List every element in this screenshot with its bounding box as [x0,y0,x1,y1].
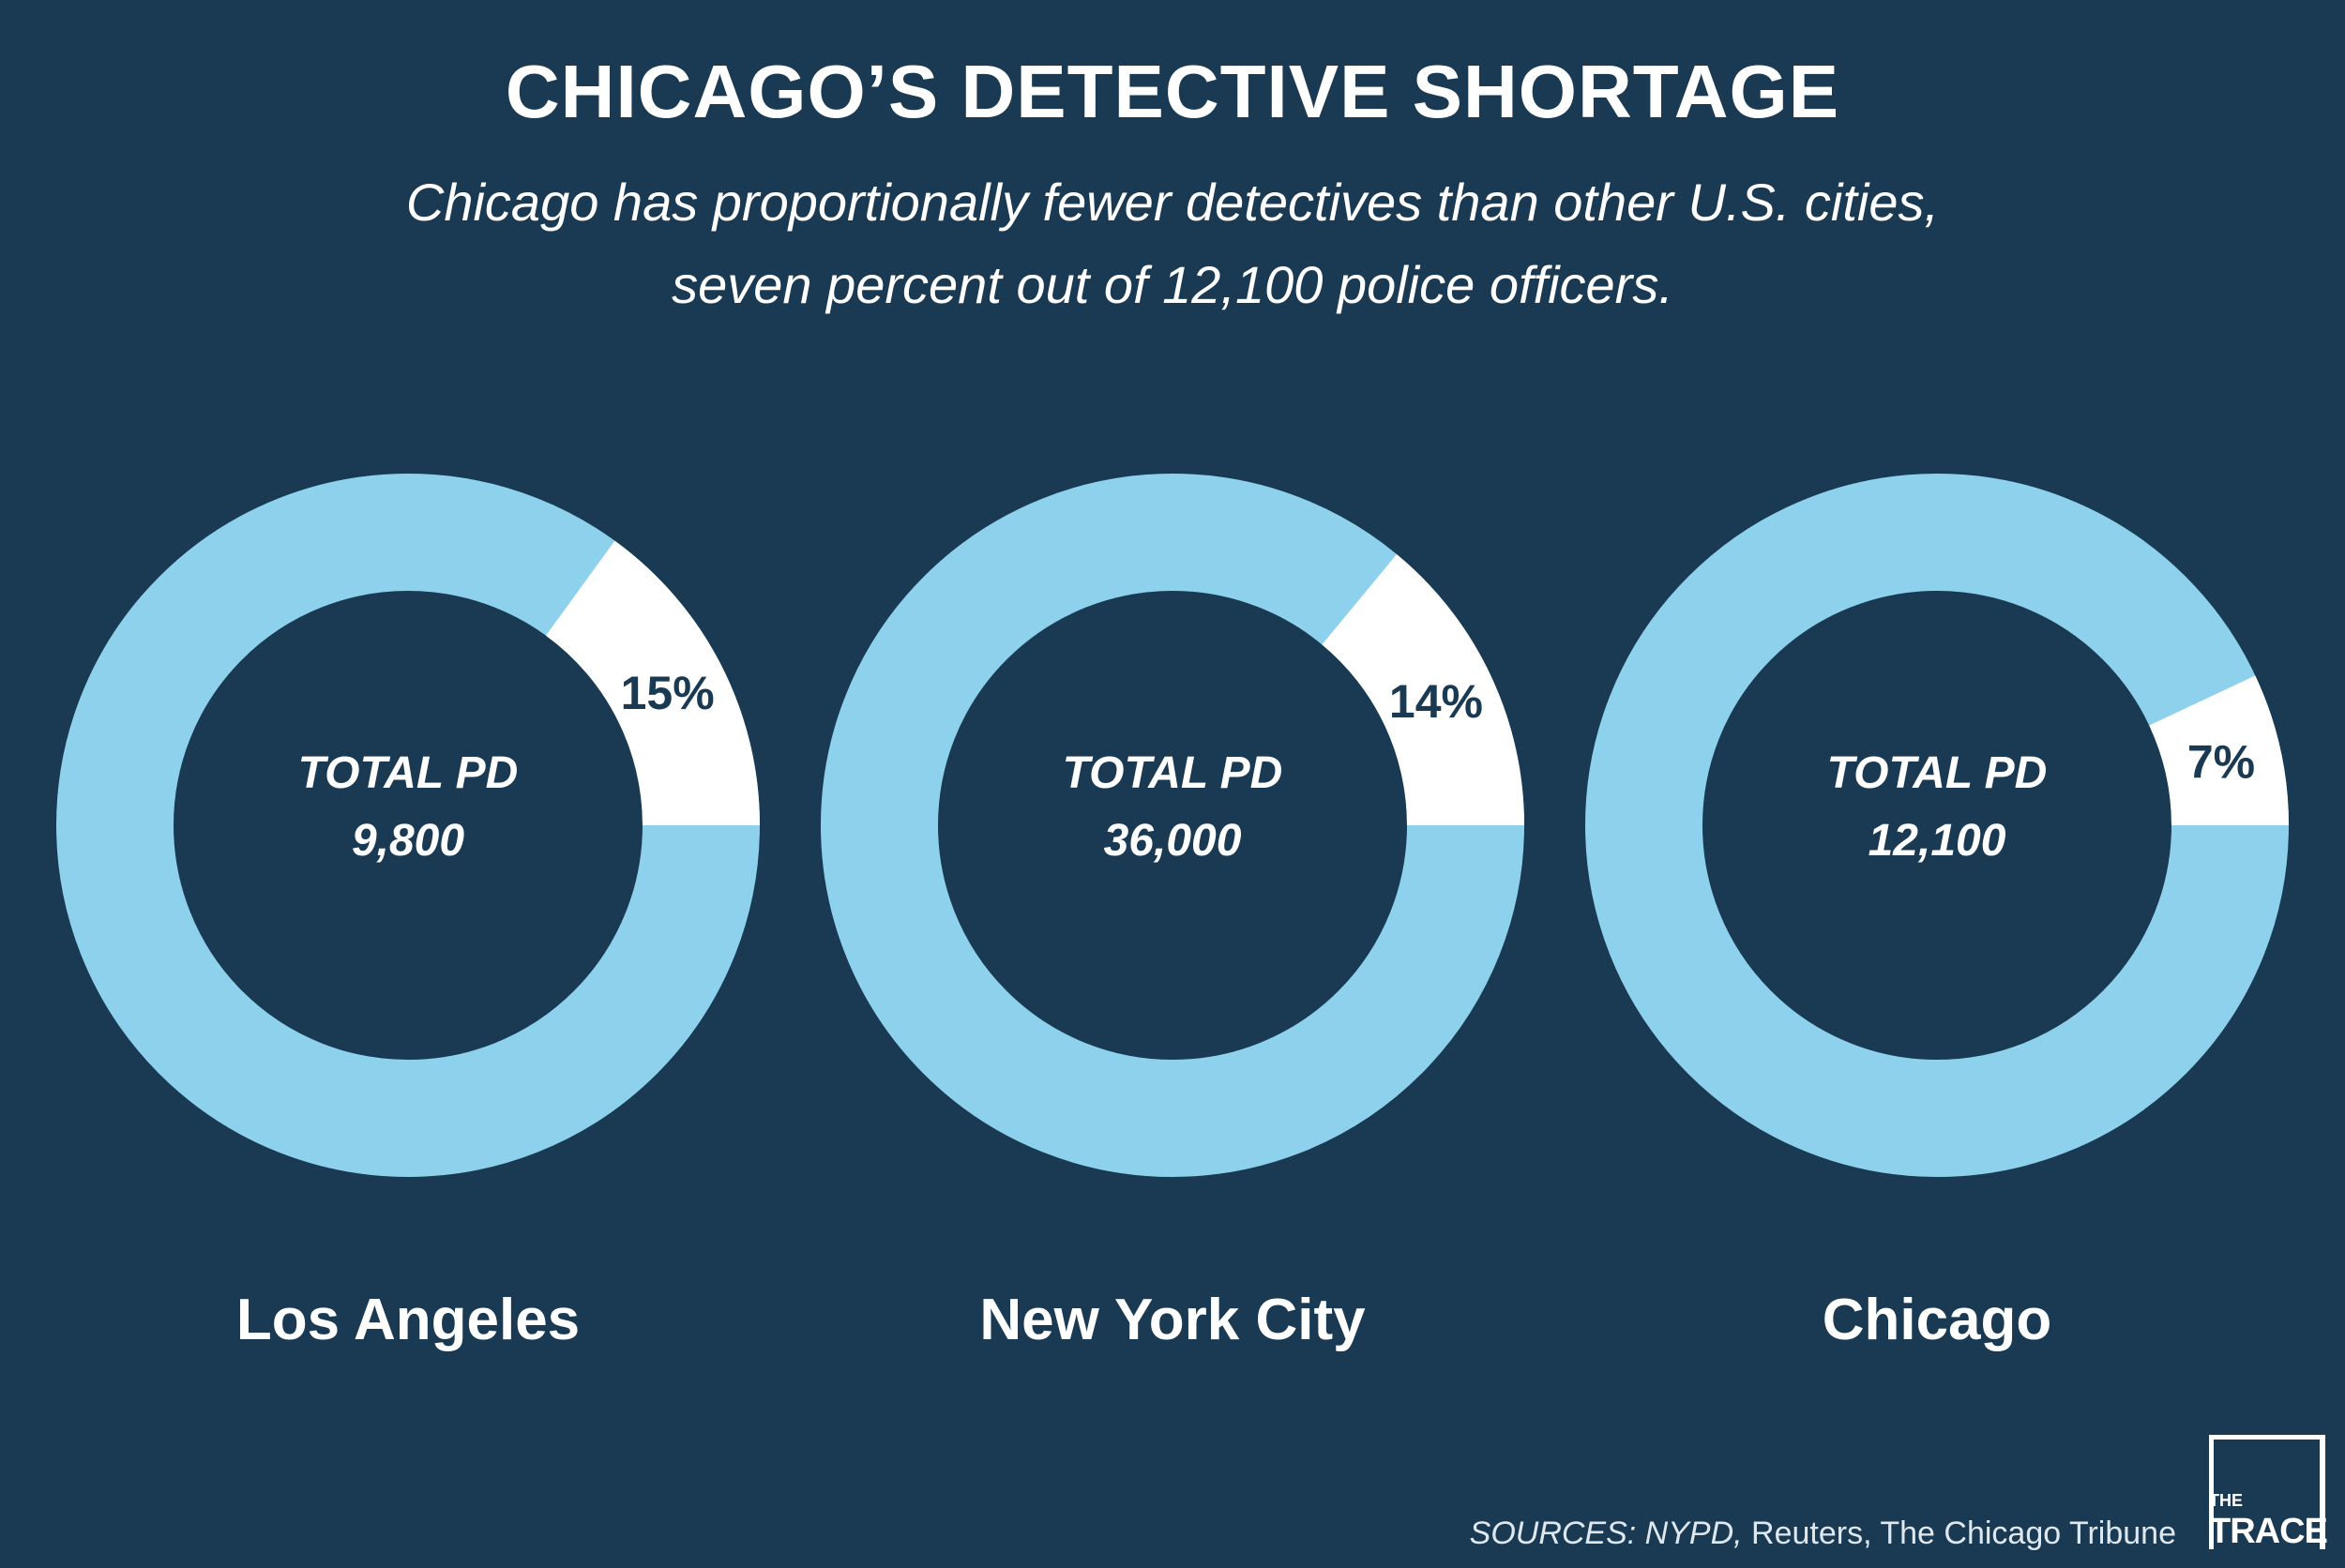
subtitle-line-1: Chicago has proportionally fewer detecti… [405,173,1940,232]
share-label-los-angeles: 15% [621,667,715,719]
logo-the: THE [2209,1491,2243,1510]
center-label-new-york-city: TOTAL PD [1063,748,1283,798]
center-label-los-angeles: TOTAL PD [298,748,519,798]
center-total-los-angeles: 9,800 [352,816,464,866]
city-label-new-york-city: New York City [979,1288,1366,1352]
chart-subtitle: Chicago has proportionally fewer detecti… [0,161,2345,326]
donut-detective-slice-los-angeles [545,540,760,825]
share-label-new-york-city: 14% [1389,675,1483,728]
center-label-chicago: TOTAL PD [1827,748,2048,798]
center-total-chicago: 12,100 [1868,816,2006,866]
city-label-los-angeles: Los Angeles [236,1288,580,1352]
logo-trace: TRACE [2209,1512,2328,1551]
sources-note: SOURCES: NYPD, Reuters, The Chicago Trib… [1470,1515,2176,1552]
donut-detective-slice-new-york-city [1322,554,1524,825]
subtitle-line-2: seven percent out of 12,100 police offic… [672,255,1673,314]
share-label-chicago: 7% [2187,735,2255,788]
center-total-new-york-city: 36,000 [1104,816,1242,866]
city-label-chicago: Chicago [1823,1288,2052,1352]
donut-detective-slice-chicago [2149,675,2289,825]
sources-prefix: SOURCES: NYPD, [1469,1515,1743,1551]
the-trace-logo: THE TRACE [2209,1435,2331,1552]
chart-title: CHICAGO’S DETECTIVE SHORTAGE [505,50,1840,133]
sources-rest: Reuters, The Chicago Tribune [1742,1515,2176,1551]
